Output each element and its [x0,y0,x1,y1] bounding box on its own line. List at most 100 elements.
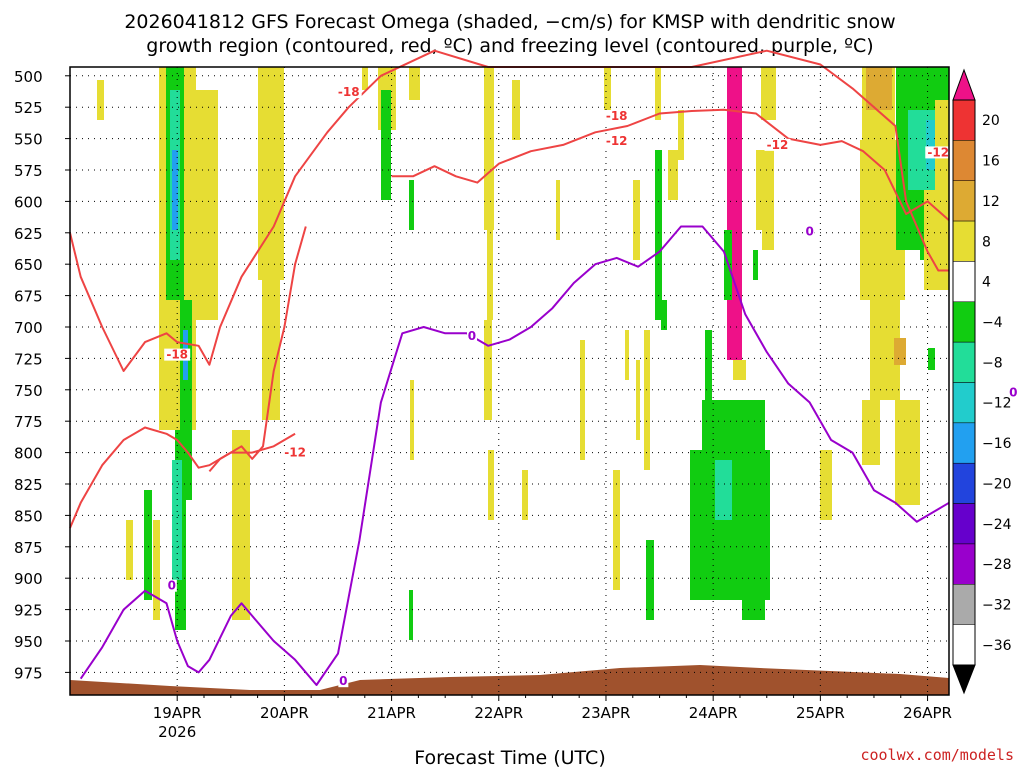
omega-shade-cell [488,450,494,520]
y-tick-label: 800 [14,445,43,463]
omega-shade-cell [556,180,560,240]
omega-shade-cell [126,520,133,580]
omega-shade-cell [270,150,282,240]
contour-label: -12 [606,134,628,148]
colorbar: 20 16 12 8 4 −4 −8 −12 −16 −20 −24 −28 −32 −36 [952,68,1012,695]
omega-shade-cell [522,470,528,520]
contour-label: 0 [805,225,813,239]
omega-shade-cell [661,300,667,330]
y-tick-label: 925 [14,602,43,620]
omega-shade-cell [753,250,758,280]
contour-line [79,225,950,686]
colorbar-bin [952,301,976,343]
omega-shade-cell [756,150,762,230]
omega-shade-cell [678,110,684,160]
x-tick-label: 19APR [153,704,202,722]
omega-shade-cell [232,430,250,620]
omega-shade-cell [742,450,765,620]
omega-shade-cell [580,340,585,460]
contour-label-bg [335,86,362,99]
colorbar-label: 8 [982,234,991,250]
x-tick-label: 20APR [260,704,309,722]
colorbar-bin [952,180,976,222]
y-tick-label: 625 [14,225,43,243]
contour-label-bg [1008,386,1019,399]
omega-shade-cell [668,150,678,200]
omega-shade-cell [924,190,949,290]
omega-shade-cell [97,80,104,120]
y-tick-label: 850 [14,507,43,525]
omega-shade-cell [362,67,368,90]
y-tick-label: 825 [14,476,43,494]
colorbar-bin [952,341,976,383]
chart-title-line2: growth region (contoured, red, ºC) and f… [146,35,873,57]
colorbar-label: −32 [982,597,1012,613]
omega-shade-cell [762,150,774,250]
colorbar-bin [952,261,976,303]
x-tick-label: 23APR [582,704,631,722]
colorbar-arrow-bottom [952,664,976,695]
omega-shade-cell [646,540,654,620]
omega-shade-cell [644,330,650,470]
colorbar-arrow-top [952,68,976,101]
omega-shade-cell [928,348,935,370]
y-tick-label: 875 [14,539,43,557]
omega-shade-cell [894,338,906,365]
grid-lines [70,67,949,695]
colorbar-bin [952,543,976,585]
omega-shade-cell [144,490,152,600]
x-axis: 19APR 20APR 21APR 22APR 23APR 24APR 25APR 26APR… [153,695,952,741]
contour-label-bg [338,675,349,688]
contour-label-bg [764,138,791,151]
colorbar-bin [952,382,976,424]
y-tick-label: 525 [14,99,43,117]
y-tick-label: 675 [14,288,43,306]
colorbar-label: 20 [982,113,1000,129]
omega-shade-cell [484,67,494,230]
y-tick-label: 750 [14,382,43,400]
contour-label: -12 [927,145,949,159]
omega-shade-cell [895,400,920,505]
colorbar-bin [952,220,976,262]
omega-shade-cell [733,360,746,380]
omega-shade-cell [862,400,880,465]
contour-label: 0 [468,329,476,343]
chart-title-line1: 2026041812 GFS Forecast Omega (shaded, −… [124,11,895,33]
x-tick-label: 25APR [796,704,845,722]
omega-shade-cell [153,520,160,620]
colorbar-label: −8 [982,355,1003,371]
y-tick-label: 575 [14,162,43,180]
colorbar-label: −36 [982,638,1012,654]
colorbar-label: −4 [982,315,1003,331]
colorbar-label: −24 [982,517,1012,533]
x-tick-year: 2026 [158,723,196,741]
credit-text: coolwx.com/models [860,746,1014,764]
y-tick-label: 900 [14,570,43,588]
omega-shade-cell [410,380,414,460]
terrain-fill [70,665,949,695]
omega-shade-cell [512,80,520,140]
omega-shade-cell [604,67,611,110]
omega-shade-cell [761,67,776,120]
contour-label: 0 [168,579,176,593]
x-tick-label: 21APR [367,704,416,722]
contour-label-bg [804,225,815,238]
colorbar-bin [952,140,976,181]
contours: -18-18-18-18-12-12-12-12000000 [69,49,1019,688]
contour-label-bg [282,446,309,459]
contour-line [208,226,307,473]
colorbar-bin [952,503,976,545]
colorbar-bin [952,462,976,504]
omega-shade-cell [625,330,629,380]
colorbar-label: 4 [982,275,991,291]
omega-shading [97,67,949,640]
colorbar-label: −28 [982,557,1012,573]
omega-shade-cell [409,180,414,230]
x-tick-label: 24APR [689,704,738,722]
colorbar-label: −20 [982,476,1012,492]
omega-shade-cell [487,230,493,320]
omega-shade-cell [636,360,640,440]
y-axis: 500 525 550 575 600 625 650 675 700 725 750 775 800 8… [14,68,70,682]
omega-shade-cell [384,130,389,190]
colorbar-label: 16 [982,154,1000,170]
